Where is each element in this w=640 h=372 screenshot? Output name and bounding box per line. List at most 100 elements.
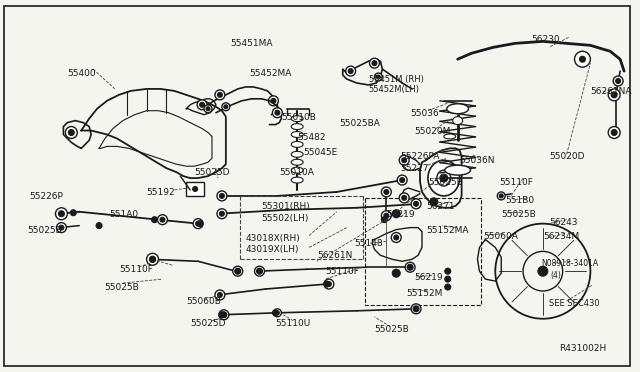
Circle shape bbox=[405, 262, 415, 272]
Circle shape bbox=[219, 312, 225, 318]
Text: 55010A: 55010A bbox=[279, 168, 314, 177]
Ellipse shape bbox=[428, 160, 460, 196]
Text: 55020D: 55020D bbox=[548, 152, 584, 161]
Text: 55025BA: 55025BA bbox=[339, 119, 380, 128]
Circle shape bbox=[575, 51, 590, 67]
Text: 551B0: 551B0 bbox=[505, 196, 534, 205]
Ellipse shape bbox=[291, 132, 303, 138]
Text: 551A0: 551A0 bbox=[109, 210, 138, 219]
Circle shape bbox=[58, 211, 65, 217]
Circle shape bbox=[273, 310, 278, 316]
Circle shape bbox=[538, 266, 548, 276]
Circle shape bbox=[381, 217, 387, 223]
Text: 43019X(LH): 43019X(LH) bbox=[246, 246, 299, 254]
Circle shape bbox=[372, 61, 377, 65]
Circle shape bbox=[147, 253, 159, 265]
Text: 56219: 56219 bbox=[387, 210, 415, 219]
Text: 55025B: 55025B bbox=[428, 178, 463, 187]
Circle shape bbox=[196, 221, 200, 226]
Circle shape bbox=[96, 223, 102, 229]
Circle shape bbox=[430, 198, 438, 206]
Text: 55036: 55036 bbox=[410, 109, 439, 118]
Text: 55452M(LH): 55452M(LH) bbox=[369, 85, 419, 94]
Circle shape bbox=[268, 96, 278, 106]
Text: 55036N: 55036N bbox=[460, 156, 495, 165]
Text: 56261N: 56261N bbox=[317, 251, 353, 260]
Circle shape bbox=[222, 103, 230, 111]
Circle shape bbox=[59, 225, 64, 230]
Circle shape bbox=[381, 187, 391, 197]
Circle shape bbox=[70, 210, 76, 216]
Circle shape bbox=[579, 56, 586, 62]
Text: 55025D: 55025D bbox=[194, 168, 230, 177]
Circle shape bbox=[384, 213, 389, 218]
Circle shape bbox=[275, 311, 279, 315]
Text: 55227: 55227 bbox=[400, 164, 429, 173]
Circle shape bbox=[217, 191, 227, 201]
Text: 55110U: 55110U bbox=[275, 319, 310, 328]
Text: 56261NA: 56261NA bbox=[590, 87, 632, 96]
Circle shape bbox=[445, 284, 451, 290]
Circle shape bbox=[611, 129, 617, 135]
Circle shape bbox=[257, 268, 262, 274]
Circle shape bbox=[157, 215, 168, 225]
Circle shape bbox=[408, 265, 413, 270]
Circle shape bbox=[613, 76, 623, 86]
Circle shape bbox=[324, 279, 334, 289]
Circle shape bbox=[257, 269, 262, 274]
Circle shape bbox=[608, 126, 620, 138]
Circle shape bbox=[68, 129, 74, 135]
Circle shape bbox=[413, 307, 419, 311]
Circle shape bbox=[376, 75, 380, 79]
Text: 55110F: 55110F bbox=[325, 267, 359, 276]
Circle shape bbox=[411, 304, 421, 314]
Circle shape bbox=[374, 73, 382, 81]
Circle shape bbox=[219, 310, 229, 320]
Circle shape bbox=[273, 309, 282, 317]
Circle shape bbox=[407, 264, 413, 270]
Text: 55451M (RH): 55451M (RH) bbox=[369, 75, 424, 84]
Circle shape bbox=[611, 92, 617, 98]
Circle shape bbox=[400, 177, 404, 183]
Ellipse shape bbox=[291, 151, 303, 157]
Ellipse shape bbox=[452, 117, 463, 125]
Bar bbox=[186, 182, 204, 196]
Text: 55060B: 55060B bbox=[186, 297, 221, 306]
Text: 55152M: 55152M bbox=[406, 289, 442, 298]
Ellipse shape bbox=[291, 167, 303, 173]
Circle shape bbox=[402, 195, 406, 201]
Circle shape bbox=[399, 193, 409, 203]
Circle shape bbox=[56, 223, 67, 232]
Text: 55025B: 55025B bbox=[501, 210, 536, 219]
Circle shape bbox=[616, 78, 621, 83]
Circle shape bbox=[152, 217, 157, 223]
Circle shape bbox=[150, 256, 156, 262]
Circle shape bbox=[445, 268, 451, 274]
Circle shape bbox=[220, 193, 225, 198]
Ellipse shape bbox=[291, 159, 303, 165]
Circle shape bbox=[218, 92, 222, 97]
Circle shape bbox=[220, 211, 225, 216]
Circle shape bbox=[369, 58, 380, 68]
Circle shape bbox=[193, 219, 203, 229]
Circle shape bbox=[236, 269, 240, 274]
Circle shape bbox=[221, 312, 227, 318]
Circle shape bbox=[326, 282, 332, 286]
Text: 55010B: 55010B bbox=[282, 113, 316, 122]
Text: N08918-3401A: N08918-3401A bbox=[541, 259, 598, 268]
Circle shape bbox=[193, 186, 198, 192]
Circle shape bbox=[394, 235, 399, 240]
Text: 55482: 55482 bbox=[297, 132, 326, 141]
Text: 55025B: 55025B bbox=[104, 283, 139, 292]
Circle shape bbox=[255, 266, 264, 276]
Circle shape bbox=[413, 201, 419, 206]
Text: 55045E: 55045E bbox=[303, 148, 337, 157]
Circle shape bbox=[499, 194, 503, 198]
Circle shape bbox=[160, 217, 165, 222]
Circle shape bbox=[384, 189, 389, 195]
Circle shape bbox=[217, 209, 227, 219]
Text: 56271: 56271 bbox=[426, 202, 454, 211]
Text: 55110F: 55110F bbox=[119, 265, 153, 274]
Text: 55148: 55148 bbox=[355, 240, 383, 248]
Text: SEE SEC430: SEE SEC430 bbox=[548, 299, 600, 308]
